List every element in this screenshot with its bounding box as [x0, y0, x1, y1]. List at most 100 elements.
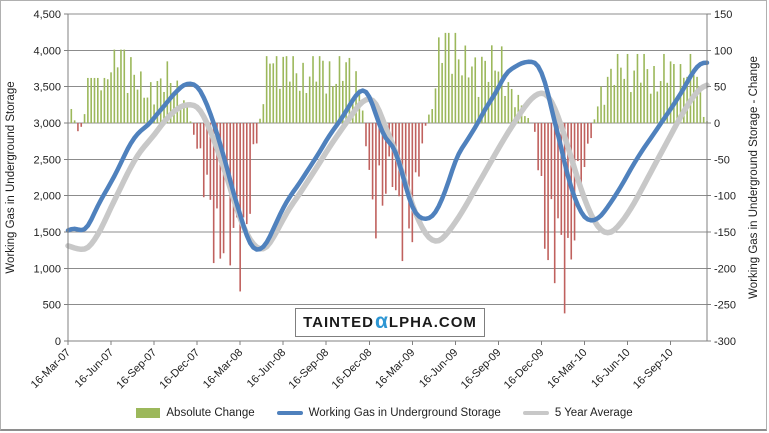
- withdrawal-bar: [557, 123, 559, 219]
- y-left-tick-label: 1,500: [33, 227, 61, 239]
- injection-bar: [613, 84, 616, 123]
- x-tick-label: 16-Jun-07: [73, 347, 117, 391]
- injection-bar: [702, 116, 705, 123]
- injection-bar: [649, 93, 652, 123]
- x-tick-label: 16-Sep-09: [459, 347, 504, 392]
- injection-bar: [438, 37, 440, 123]
- injection-bar: [451, 73, 453, 123]
- withdrawal-bar: [537, 123, 539, 171]
- injection-bar: [434, 88, 437, 123]
- injection-bar: [146, 97, 149, 123]
- withdrawal-bar: [553, 123, 556, 284]
- injection-bar: [305, 92, 308, 123]
- withdrawal-bar: [408, 123, 410, 229]
- injection-bar: [176, 80, 179, 123]
- injection-bar: [335, 83, 337, 123]
- withdrawal-bar: [424, 123, 427, 126]
- withdrawal-bar: [252, 123, 255, 145]
- y-right-tick-label: -50: [714, 154, 730, 166]
- withdrawal-bar: [414, 123, 417, 173]
- injection-bar: [269, 63, 271, 123]
- injection-bar: [93, 77, 96, 123]
- legend-item-5yr-average: 5 Year Average: [522, 407, 633, 419]
- alpha-glyph: α: [374, 309, 389, 333]
- injection-bar: [457, 59, 460, 123]
- watermark-badge: TAINTED α LPHA.COM: [295, 308, 485, 337]
- legend-item-storage: Working Gas in Underground Storage: [276, 407, 501, 419]
- withdrawal-bar: [193, 123, 195, 135]
- injection-bar: [361, 110, 364, 123]
- injection-bar: [259, 118, 261, 123]
- injection-bar: [169, 83, 172, 123]
- injection-bar: [166, 61, 169, 123]
- watermark-text-left: TAINTED: [303, 314, 374, 331]
- injection-bar: [289, 81, 291, 123]
- injection-bar: [116, 67, 119, 123]
- injection-bar: [87, 77, 89, 123]
- legend-swatch-average-line: [522, 411, 549, 415]
- injection-bar: [342, 80, 344, 123]
- injection-bar: [106, 79, 109, 123]
- withdrawal-bar: [577, 123, 579, 162]
- withdrawal-bar: [209, 123, 212, 200]
- injection-bar: [646, 69, 649, 123]
- withdrawal-bar: [580, 123, 582, 197]
- injection-bar: [322, 60, 324, 123]
- injection-bar: [686, 76, 688, 123]
- injection-bar: [490, 45, 493, 124]
- withdrawal-bar: [368, 123, 371, 170]
- y-right-tick-label: -150: [714, 227, 736, 239]
- injection-bar: [298, 90, 301, 123]
- injection-bar: [467, 77, 470, 123]
- withdrawal-bar: [206, 123, 208, 175]
- injection-bar: [441, 62, 443, 123]
- injection-bar: [282, 56, 285, 124]
- storage-line: [65, 59, 710, 252]
- withdrawal-bar: [563, 123, 566, 314]
- injection-bar: [83, 114, 86, 123]
- withdrawal-bar: [80, 123, 83, 127]
- injection-bar: [133, 74, 136, 123]
- x-tick-label: 16-Sep-08: [287, 347, 332, 392]
- x-tick-label: 16-Mar-08: [201, 347, 245, 391]
- injection-bar: [265, 56, 268, 123]
- withdrawal-bar: [587, 123, 589, 144]
- injection-bar: [143, 97, 145, 123]
- injection-bar: [596, 106, 599, 123]
- injection-bar: [295, 73, 298, 123]
- x-tick-label: 16-Jun-10: [589, 347, 633, 391]
- withdrawal-bar: [212, 123, 215, 264]
- injection-bar: [600, 86, 602, 123]
- withdrawal-bar: [573, 123, 576, 241]
- injection-bar: [663, 53, 665, 123]
- x-tick-label: 16-Mar-07: [29, 347, 73, 391]
- legend-label: Working Gas in Underground Storage: [308, 407, 501, 419]
- injection-bar: [97, 77, 99, 123]
- injection-bar: [103, 77, 106, 123]
- injection-bar: [183, 100, 185, 123]
- injection-bar: [527, 118, 530, 123]
- injection-bar: [179, 106, 182, 123]
- injection-bar: [431, 109, 433, 123]
- injection-bar: [159, 78, 162, 123]
- chart-legend: Absolute Change Working Gas in Undergrou…: [0, 401, 769, 425]
- withdrawal-bar: [77, 123, 79, 132]
- x-tick-label: 16-Dec-07: [157, 347, 202, 392]
- x-tick-label: 16-Mar-10: [545, 347, 589, 391]
- injection-bar: [345, 62, 347, 123]
- withdrawal-bar: [216, 123, 218, 209]
- injection-bar: [130, 57, 132, 123]
- injection-bar: [610, 68, 612, 123]
- injection-bar: [474, 57, 477, 123]
- injection-bar: [497, 71, 500, 123]
- injection-bar: [504, 95, 506, 123]
- injection-bar: [285, 56, 288, 123]
- withdrawal-bar: [365, 123, 367, 147]
- withdrawal-bar: [421, 123, 424, 144]
- injection-bar: [186, 106, 188, 123]
- withdrawal-bar: [583, 123, 586, 168]
- injection-bar: [308, 76, 311, 123]
- withdrawal-bar: [391, 123, 394, 188]
- injection-bar: [616, 53, 619, 123]
